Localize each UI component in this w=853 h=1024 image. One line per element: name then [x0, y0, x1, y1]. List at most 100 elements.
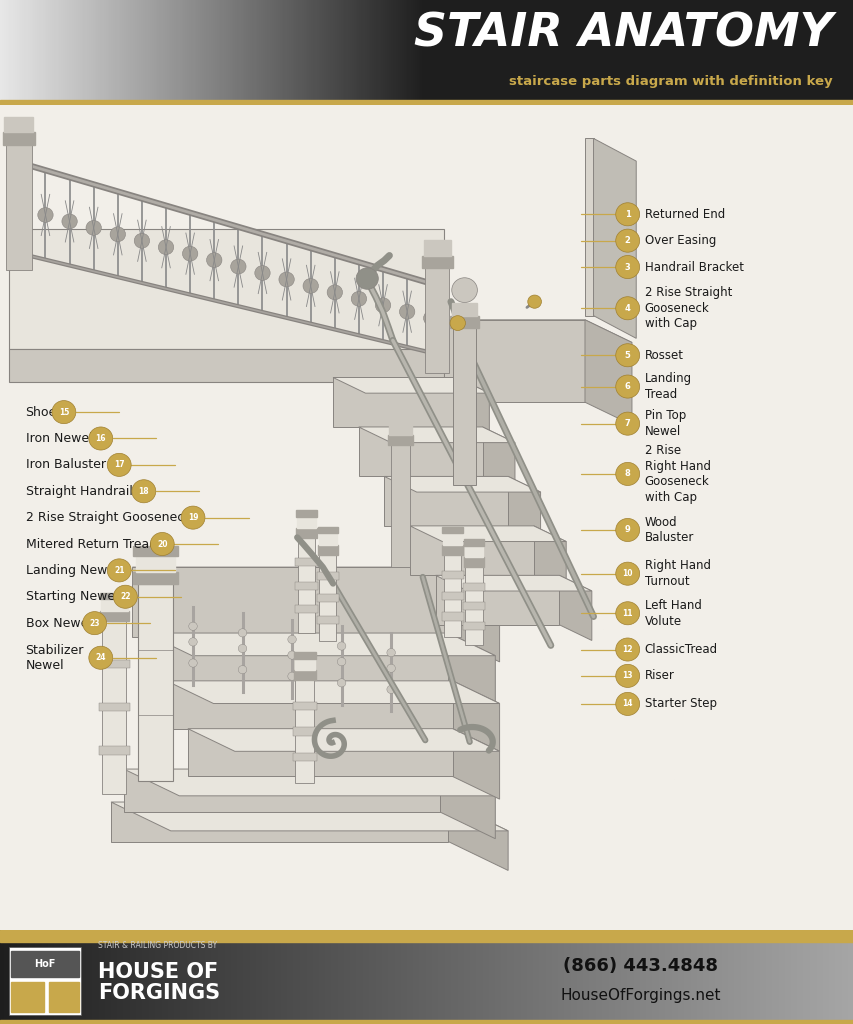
Text: Wood
Baluster: Wood Baluster — [644, 516, 693, 544]
Polygon shape — [444, 319, 631, 342]
Bar — [389, 421, 411, 435]
Text: 15: 15 — [59, 408, 69, 417]
Text: Returned End: Returned End — [644, 208, 724, 221]
Bar — [99, 659, 130, 668]
Circle shape — [386, 648, 395, 656]
Text: 24: 24 — [96, 653, 106, 663]
Circle shape — [230, 259, 246, 274]
Text: STAIR & RAILING PRODUCTS BY: STAIR & RAILING PRODUCTS BY — [98, 941, 217, 950]
Bar — [11, 950, 78, 977]
Text: 23: 23 — [90, 618, 100, 628]
Bar — [295, 680, 314, 783]
Text: 21: 21 — [113, 566, 125, 574]
Bar — [294, 658, 315, 670]
Polygon shape — [448, 633, 495, 703]
Bar — [102, 621, 126, 794]
Circle shape — [158, 240, 173, 255]
Text: 2: 2 — [624, 237, 630, 245]
Bar — [450, 316, 479, 328]
Circle shape — [615, 562, 639, 586]
Bar — [421, 256, 452, 268]
Bar — [49, 982, 78, 1012]
Bar — [0, 99, 853, 105]
Circle shape — [206, 253, 222, 267]
Text: Box Newel: Box Newel — [26, 616, 91, 630]
Circle shape — [337, 642, 345, 650]
Text: 7: 7 — [624, 419, 630, 428]
Bar — [133, 546, 177, 556]
Bar — [463, 539, 484, 546]
Text: 16: 16 — [96, 434, 106, 443]
Bar — [465, 567, 482, 645]
Bar — [462, 622, 485, 630]
Text: HouseOfForgings.net: HouseOfForgings.net — [560, 988, 720, 1004]
Text: Starting Newel: Starting Newel — [26, 590, 118, 603]
Polygon shape — [409, 526, 533, 575]
Bar — [296, 528, 316, 539]
Text: Rosset: Rosset — [644, 349, 683, 361]
Circle shape — [107, 559, 131, 582]
Text: Shoe: Shoe — [26, 406, 57, 419]
Bar — [442, 545, 462, 555]
Text: 5: 5 — [624, 351, 630, 359]
Text: 8: 8 — [624, 469, 630, 478]
Bar — [136, 556, 175, 572]
Text: Mitered Return Tread: Mitered Return Tread — [26, 538, 157, 551]
Polygon shape — [452, 729, 499, 799]
Polygon shape — [166, 681, 499, 703]
Bar — [3, 132, 35, 145]
Bar — [319, 555, 336, 641]
Text: 19: 19 — [188, 513, 198, 522]
Circle shape — [615, 638, 639, 662]
Bar — [100, 593, 129, 599]
Text: 14: 14 — [622, 699, 632, 709]
Bar — [462, 583, 485, 591]
Bar — [133, 572, 177, 584]
Bar — [316, 615, 339, 624]
Circle shape — [181, 506, 205, 529]
Circle shape — [189, 623, 197, 631]
Polygon shape — [384, 476, 540, 493]
Circle shape — [615, 344, 639, 367]
Text: 2 Rise
Right Hand
Gooseneck
with Cap: 2 Rise Right Hand Gooseneck with Cap — [644, 444, 710, 504]
Circle shape — [150, 532, 174, 556]
Bar — [0, 1020, 853, 1024]
Text: 20: 20 — [157, 540, 167, 549]
Bar — [451, 303, 477, 316]
Circle shape — [254, 265, 270, 281]
Bar — [293, 754, 316, 762]
Circle shape — [61, 214, 77, 228]
Circle shape — [450, 315, 465, 331]
Bar — [463, 557, 484, 567]
Polygon shape — [533, 526, 566, 591]
Circle shape — [303, 279, 318, 293]
Polygon shape — [333, 378, 456, 427]
Circle shape — [86, 220, 102, 236]
Circle shape — [134, 233, 149, 248]
Circle shape — [89, 427, 113, 450]
Text: Handrail Bracket: Handrail Bracket — [644, 260, 743, 273]
Polygon shape — [456, 378, 489, 442]
Circle shape — [615, 692, 639, 716]
Polygon shape — [435, 575, 559, 625]
Text: Starter Step: Starter Step — [644, 697, 716, 711]
Bar — [9, 947, 81, 1015]
Text: Pin Top
Newel: Pin Top Newel — [644, 410, 685, 438]
Polygon shape — [508, 476, 540, 542]
Polygon shape — [145, 633, 448, 681]
Text: 2 Rise Straight Gooseneck: 2 Rise Straight Gooseneck — [26, 511, 191, 524]
Text: Left Hand
Volute: Left Hand Volute — [644, 599, 701, 628]
Circle shape — [375, 298, 391, 312]
Circle shape — [615, 203, 639, 226]
Bar — [443, 534, 461, 545]
Text: 10: 10 — [622, 569, 632, 579]
Circle shape — [38, 208, 53, 222]
Bar — [293, 701, 316, 710]
Bar — [441, 612, 463, 621]
Text: 6: 6 — [624, 382, 630, 391]
Bar — [298, 539, 315, 633]
Polygon shape — [124, 769, 439, 812]
Circle shape — [189, 658, 197, 668]
Text: 3: 3 — [624, 262, 630, 271]
Circle shape — [615, 256, 639, 279]
